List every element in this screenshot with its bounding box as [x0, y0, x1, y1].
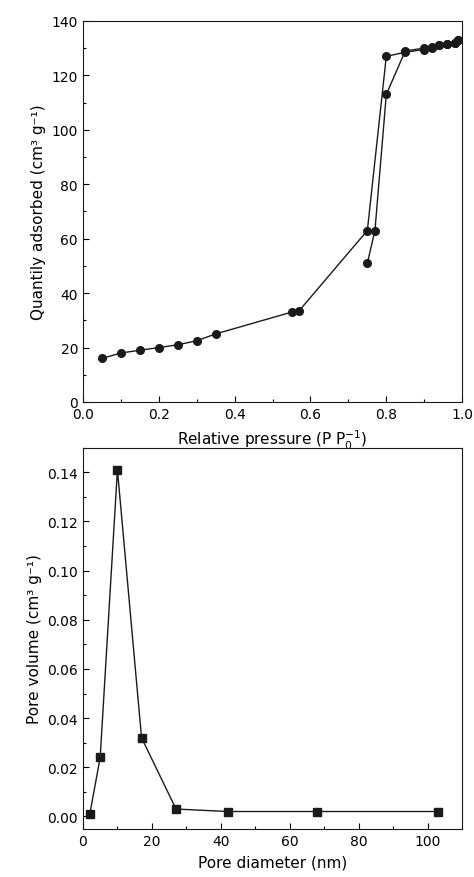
Y-axis label: Quantily adsorbed (cm³ g⁻¹): Quantily adsorbed (cm³ g⁻¹): [31, 104, 46, 320]
X-axis label: Relative pressure (P P$_0^{-1}$): Relative pressure (P P$_0^{-1}$): [177, 428, 368, 452]
Y-axis label: Pore volume (cm³ g⁻¹): Pore volume (cm³ g⁻¹): [27, 553, 42, 724]
Text: (a): (a): [260, 500, 285, 518]
X-axis label: Pore diameter (nm): Pore diameter (nm): [198, 854, 347, 869]
